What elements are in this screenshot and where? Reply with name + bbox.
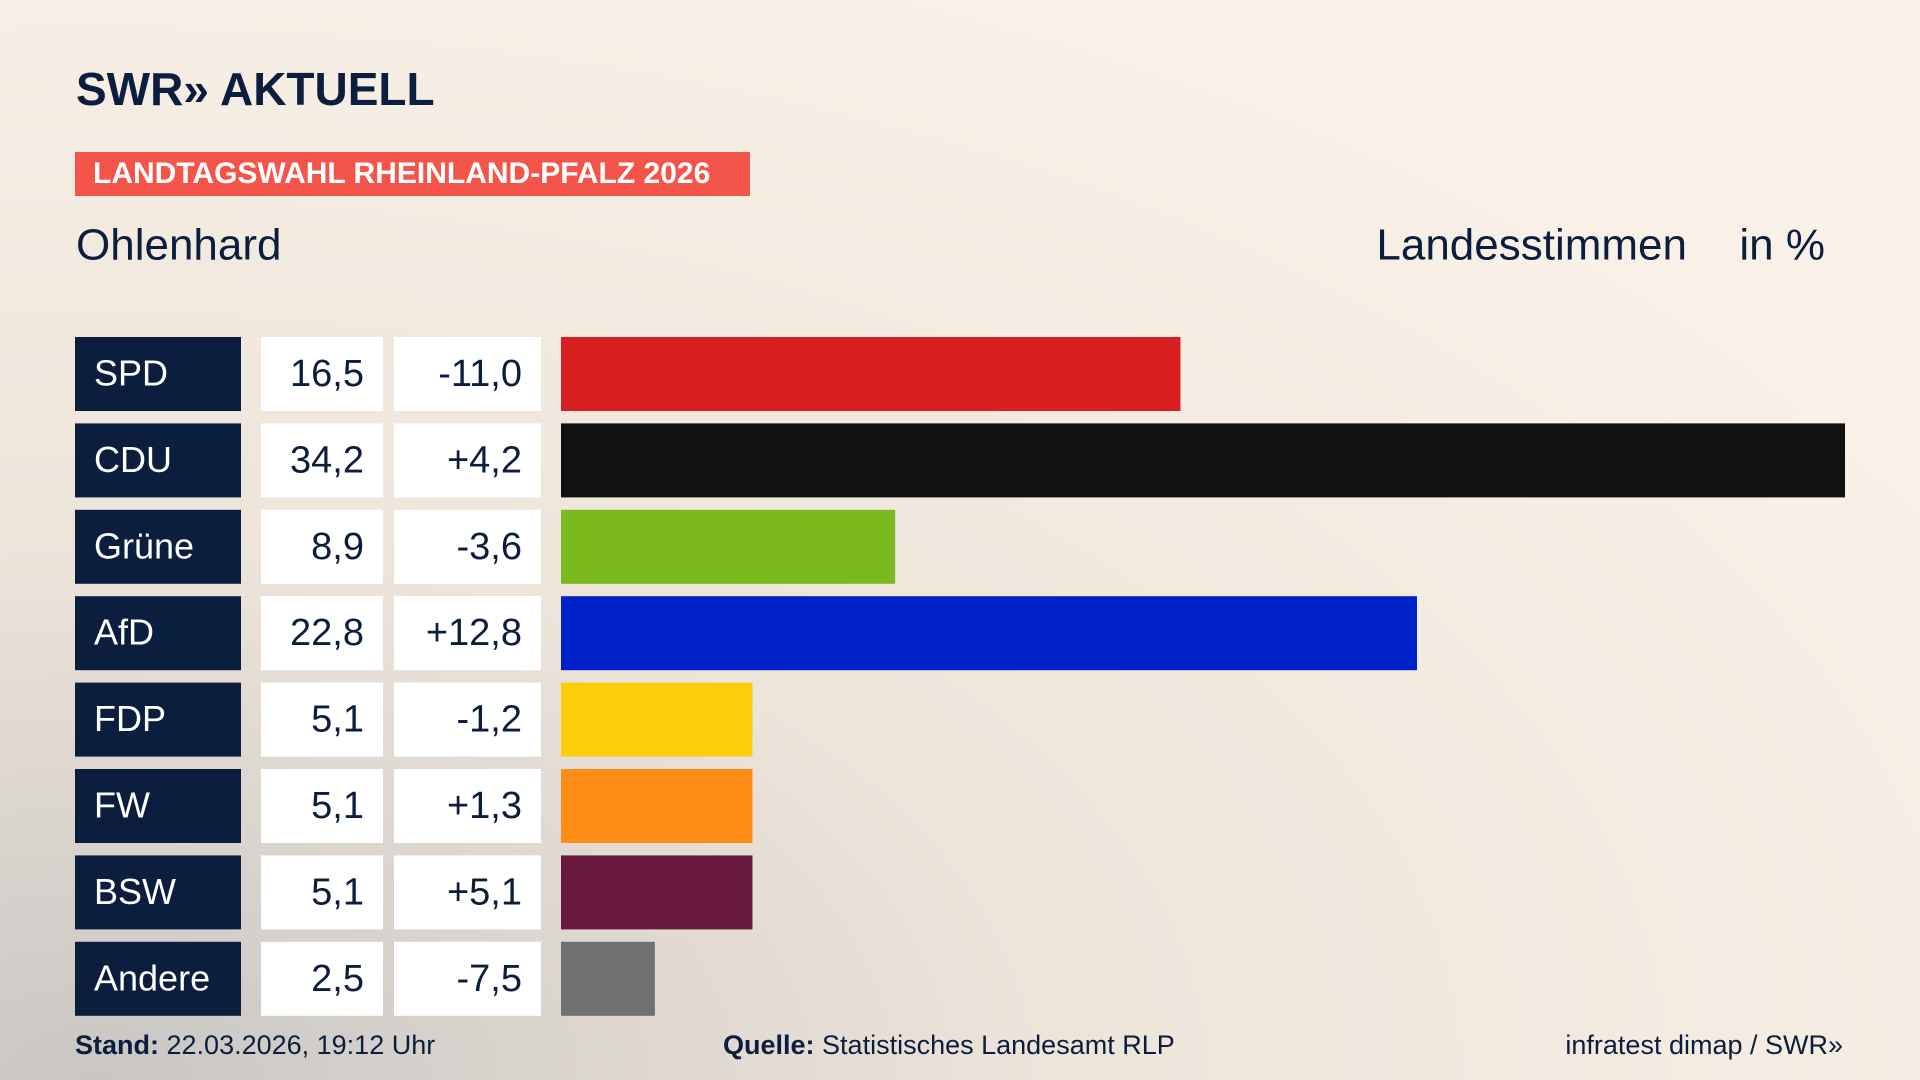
axis-label: Landesstimmen (1376, 221, 1687, 270)
value-label: 22,8 (290, 612, 364, 654)
change-box (394, 423, 541, 498)
party-box (75, 855, 241, 930)
bar (561, 682, 753, 757)
change-label: +1,3 (447, 785, 522, 827)
credit: infratest dimap / SWR» (1565, 1030, 1843, 1060)
value-box (261, 337, 383, 411)
value-box (261, 855, 383, 930)
rows: SPD 16,5 -11,0 CDU 34,2 +4,2 Grüne 8,9 -3,6 AfD 22… (75, 337, 1845, 1016)
bar (561, 855, 753, 930)
party-label: BSW (94, 871, 176, 912)
bar (561, 509, 896, 584)
party-label: CDU (94, 439, 172, 480)
bar (561, 337, 1181, 411)
party-label: Andere (94, 957, 210, 998)
change-label: +4,2 (447, 439, 522, 481)
party-box (75, 337, 241, 411)
bar (561, 423, 1845, 498)
source: Quelle: Statistisches Landesamt RLP (723, 1030, 1175, 1060)
change-label: -7,5 (457, 958, 522, 1000)
value-label: 2,5 (311, 958, 364, 1000)
stand-label: Stand: (75, 1030, 159, 1060)
badge (75, 152, 750, 196)
party-box (75, 596, 241, 671)
change-label: +5,1 (447, 871, 522, 913)
value-label: 16,5 (290, 353, 364, 395)
change-box (394, 337, 541, 411)
change-box (394, 596, 541, 671)
value-box (261, 682, 383, 757)
party-box (75, 941, 241, 1016)
change-box (394, 769, 541, 843)
value-label: 8,9 (311, 526, 364, 568)
value-box (261, 423, 383, 498)
subtitle: Ohlenhard (76, 221, 281, 270)
bar (561, 941, 655, 1016)
bar (561, 769, 753, 843)
change-box (394, 941, 541, 1016)
party-box (75, 509, 241, 584)
stand: Stand: 22.03.2026, 19:12 Uhr (75, 1030, 435, 1060)
value-box (261, 596, 383, 671)
bar (561, 596, 1417, 671)
brand: SWR» AKTUELL (76, 63, 435, 115)
change-label: -3,6 (457, 526, 522, 568)
unit: in % (1739, 221, 1825, 270)
value-box (261, 509, 383, 584)
value-box (261, 769, 383, 843)
stand-value: 22.03.2026, 19:12 Uhr (167, 1030, 436, 1060)
value-label: 34,2 (290, 439, 364, 481)
party-box (75, 769, 241, 843)
party-label: FDP (94, 698, 166, 739)
change-box (394, 855, 541, 930)
badge-text: LANDTAGSWAHL RHEINLAND-PFALZ 2026 (93, 157, 710, 190)
value-label: 5,1 (311, 871, 364, 913)
party-label: Grüne (94, 525, 194, 566)
change-box (394, 682, 541, 757)
value-label: 5,1 (311, 699, 364, 741)
change-label: -1,2 (457, 699, 522, 741)
value-box (261, 941, 383, 1016)
change-box (394, 509, 541, 584)
party-label: SPD (94, 353, 168, 394)
value-label: 5,1 (311, 785, 364, 827)
party-box (75, 423, 241, 498)
source-label: Quelle: (723, 1030, 815, 1060)
party-label: AfD (94, 612, 154, 653)
party-label: FW (94, 785, 150, 826)
source-value: Statistisches Landesamt RLP (822, 1030, 1175, 1060)
change-label: +12,8 (426, 612, 522, 654)
party-box (75, 682, 241, 757)
change-label: -11,0 (438, 353, 522, 395)
